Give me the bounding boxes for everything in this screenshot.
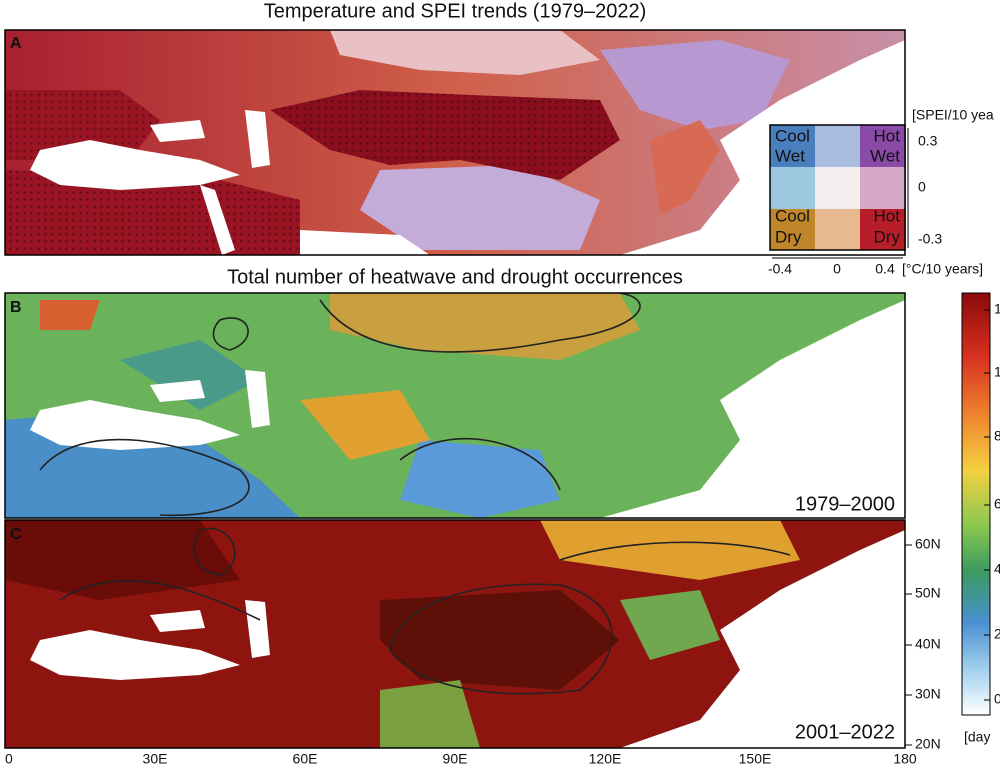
- lon-label: 150E: [739, 751, 772, 767]
- lon-label: 60E: [293, 751, 318, 767]
- lon-label: 180: [893, 751, 917, 767]
- legend-y-tick: 0: [918, 179, 926, 195]
- colorbar-label: 2: [994, 626, 1000, 642]
- lat-label: 60N: [915, 536, 941, 552]
- map-b: [5, 293, 905, 518]
- map-a: [5, 30, 905, 255]
- colorbar-label: 0: [994, 691, 1000, 707]
- legend-text: Cool: [775, 126, 810, 145]
- legend-x-tick: 0: [833, 261, 841, 277]
- lat-label: 40N: [915, 636, 941, 652]
- colorbar: [961, 292, 991, 716]
- colorbar-label: 6: [994, 496, 1000, 512]
- bivariate-legend: Cool Wet Hot Wet Cool Dry Hot Dry [SPEI/…: [768, 107, 994, 277]
- legend-x-tick: 0.4: [875, 261, 895, 277]
- period-label: 2001–2022: [795, 721, 895, 743]
- legend-x-label: [°C/10 years]: [902, 261, 983, 277]
- lat-label: 20N: [915, 736, 941, 752]
- axis-labels: 60N 50N 40N 30N 20N 0 30E 60E 90E 120E 150E 180 1 1 8 6…: [5, 301, 1000, 767]
- legend-y-label: [SPEI/10 yea: [912, 107, 994, 123]
- panel-label: A: [10, 35, 22, 52]
- lon-label: 90E: [443, 751, 468, 767]
- lon-label: 120E: [589, 751, 622, 767]
- lat-label: 50N: [915, 585, 941, 601]
- colorbar-label: 1: [994, 301, 1000, 317]
- lat-label: 30N: [915, 686, 941, 702]
- colorbar-label: 1: [994, 364, 1000, 380]
- panel-b-title: Total number of heatwave and drought occ…: [227, 266, 683, 288]
- period-label: 1979–2000: [795, 493, 895, 515]
- colorbar-label: 8: [994, 428, 1000, 444]
- panel-label: B: [10, 299, 22, 316]
- lon-label: 0: [5, 751, 13, 767]
- legend-text: Wet: [775, 146, 805, 165]
- legend-text: Hot: [874, 206, 901, 225]
- legend-text: Wet: [870, 146, 900, 165]
- colorbar-label: 4: [994, 561, 1000, 577]
- legend-y-tick: -0.3: [918, 231, 942, 247]
- panel-label: C: [10, 526, 22, 543]
- panel-a-title: Temperature and SPEI trends (1979–2022): [264, 0, 646, 22]
- lon-label: 30E: [143, 751, 168, 767]
- map-c: [5, 520, 905, 748]
- legend-text: Hot: [874, 126, 901, 145]
- legend-x-tick: -0.4: [768, 261, 792, 277]
- panel-c-frame: [4, 519, 906, 749]
- legend-y-tick: 0.3: [918, 133, 938, 149]
- legend-text: Cool: [775, 206, 810, 225]
- legend-text: Dry: [775, 227, 802, 246]
- legend-text: Dry: [874, 227, 901, 246]
- colorbar-unit: [day: [964, 729, 990, 745]
- panel-b-frame: [4, 292, 906, 519]
